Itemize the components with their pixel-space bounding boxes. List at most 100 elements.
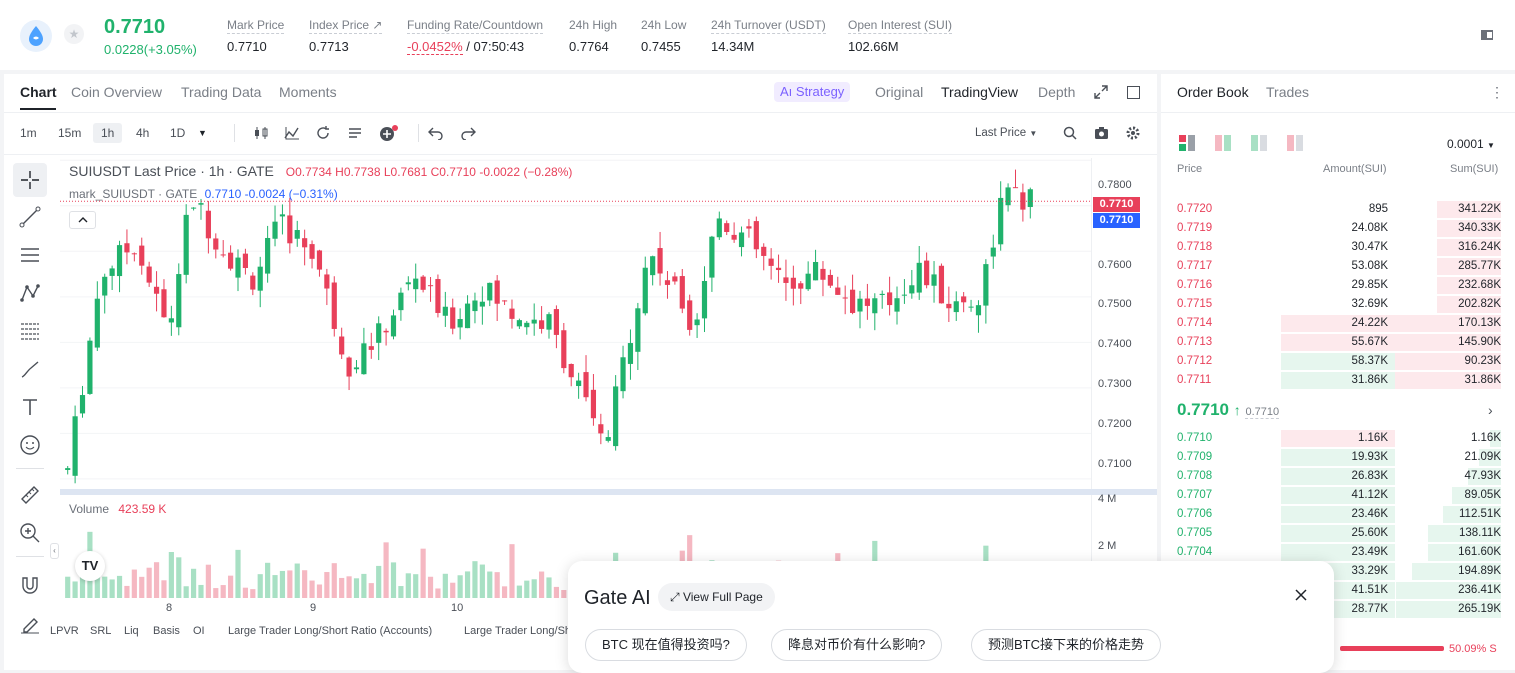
interval-15m[interactable]: 15m (58, 126, 82, 140)
camera-icon[interactable] (1094, 126, 1109, 143)
view-asks-icon[interactable] (1287, 135, 1304, 154)
candle-type-icon[interactable] (253, 125, 269, 144)
zoom-in-icon[interactable] (16, 519, 44, 547)
expand-icon[interactable] (1094, 85, 1108, 99)
fib-retracement-icon[interactable] (16, 317, 44, 345)
lock-drawings-icon[interactable] (16, 609, 44, 637)
magnet-icon[interactable] (16, 571, 44, 599)
stat-open-interest[interactable]: Open Interest (SUI) 102.66M (848, 18, 953, 54)
bid-row[interactable]: 0.7704 23.49K 161.60K (1177, 543, 1501, 562)
stat-value: 0.7713 (309, 39, 349, 54)
precision-select[interactable]: 0.0001 ▼ (1447, 137, 1495, 151)
mid-price[interactable]: 0.7710 ↑ 0.7710 (1177, 400, 1280, 420)
ask-row[interactable]: 0.7720 895 341.22K (1177, 200, 1501, 219)
indicators-icon[interactable] (284, 125, 300, 144)
layout-icon[interactable] (1480, 28, 1494, 42)
indicator-liq[interactable]: Liq (124, 625, 139, 637)
templates-icon[interactable] (347, 125, 363, 144)
crosshair-icon[interactable] (16, 166, 44, 194)
settings-gear-icon[interactable] (1126, 126, 1140, 143)
horizontal-lines-icon[interactable] (16, 241, 44, 269)
bid-row[interactable]: 0.7708 26.83K 47.93K (1177, 467, 1501, 486)
collapse-toolbar-icon[interactable]: ‹ (50, 543, 59, 559)
bid-row[interactable]: 0.7707 41.12K 89.05K (1177, 486, 1501, 505)
view-both-icon[interactable] (1179, 135, 1196, 154)
indicator-large-trader-accounts[interactable]: Large Trader Long/Short Ratio (Accounts) (228, 625, 433, 637)
collapse-legend-button[interactable] (69, 211, 96, 229)
replay-icon[interactable] (315, 125, 331, 144)
tab-trades[interactable]: Trades (1266, 84, 1310, 100)
indicator-lpvr[interactable]: LPVR (50, 625, 79, 637)
stat-mark-price[interactable]: Mark Price 0.7710 (227, 18, 285, 54)
pane-separator-handle[interactable] (60, 489, 1157, 495)
trend-line-icon[interactable] (16, 203, 44, 231)
chevron-right-icon[interactable]: › (1488, 402, 1493, 418)
sell-ratio-bar (1340, 646, 1444, 651)
tab-trading-data[interactable]: Trading Data (181, 84, 262, 100)
indicator-large-trader-positions[interactable]: Large Trader Long/Sh (464, 625, 572, 637)
ruler-icon[interactable] (16, 481, 44, 509)
tab-order-book[interactable]: Order Book (1177, 84, 1249, 100)
redo-icon[interactable] (460, 126, 476, 143)
text-tool-icon[interactable] (16, 393, 44, 421)
tab-chart[interactable]: Chart (20, 84, 57, 100)
tradingview-logo-icon[interactable]: TV (75, 551, 105, 581)
view-asks-bids-icon[interactable] (1215, 135, 1232, 154)
active-tab-indicator (20, 108, 56, 110)
close-icon[interactable] (1294, 588, 1308, 605)
ask-row[interactable]: 0.7717 53.08K 285.77K (1177, 257, 1501, 276)
ask-row[interactable]: 0.7715 32.69K 202.82K (1177, 295, 1501, 314)
stat-funding-rate[interactable]: Funding Rate/Countdown -0.0452% / 07:50:… (407, 18, 544, 55)
indicator-oi[interactable]: OI (193, 625, 205, 637)
symbol-title: SUIUSDT Last Price · 1h · GATE (69, 163, 274, 179)
indicator-basis[interactable]: Basis (153, 625, 180, 637)
ob-sum: 285.77K (1458, 260, 1501, 272)
view-full-page-button[interactable]: ⤢ View Full Page (658, 583, 775, 611)
view-bids-icon[interactable] (1251, 135, 1268, 154)
bid-row[interactable]: 0.7709 19.93K 21.09K (1177, 448, 1501, 467)
ask-row[interactable]: 0.7714 24.22K 170.13K (1177, 314, 1501, 333)
ask-row[interactable]: 0.7712 58.37K 90.23K (1177, 352, 1501, 371)
ai-suggestion-chip[interactable]: 降息对币价有什么影响? (771, 629, 943, 661)
volume-bar (383, 542, 389, 598)
window-icon[interactable] (1127, 86, 1140, 99)
tab-coin-overview[interactable]: Coin Overview (71, 84, 163, 100)
ask-row[interactable]: 0.7711 31.86K 31.86K (1177, 371, 1501, 390)
stat-index-price[interactable]: Index Price ↗ 0.7713 (309, 18, 383, 54)
candlestick-chart[interactable] (60, 158, 1092, 598)
undo-icon[interactable] (428, 126, 444, 143)
interval-1m[interactable]: 1m (20, 126, 37, 140)
ai-suggestion-chip[interactable]: BTC 现在值得投资吗? (585, 629, 747, 661)
interval-dropdown-icon[interactable]: ▼ (198, 128, 207, 138)
price-axis-label: 0.7200 (1098, 418, 1132, 430)
volume-bar (161, 580, 167, 598)
more-options-icon[interactable]: ⋮ (1490, 84, 1504, 100)
ai-suggestion-chip[interactable]: 预测BTC接下来的价格走势 (971, 629, 1162, 661)
date-axis-label: 9 (310, 602, 317, 614)
tab-depth[interactable]: Depth (1038, 84, 1076, 100)
bid-row[interactable]: 0.7710 1.16K 1.16K (1177, 429, 1501, 448)
favorite-star-icon[interactable]: ★ (64, 24, 84, 44)
ask-row[interactable]: 0.7719 24.08K 340.33K (1177, 219, 1501, 238)
add-indicator-icon[interactable] (379, 124, 399, 145)
pattern-icon[interactable] (16, 279, 44, 307)
price-type-select[interactable]: Last Price ▼ (975, 127, 1037, 139)
bid-row[interactable]: 0.7705 25.60K 138.11K (1177, 524, 1501, 543)
tab-moments[interactable]: Moments (279, 84, 337, 100)
emoji-icon[interactable] (16, 431, 44, 459)
ob-sum: 340.33K (1458, 222, 1501, 234)
interval-1h[interactable]: 1h (93, 123, 123, 143)
indicator-srl[interactable]: SRL (90, 625, 112, 637)
interval-4h[interactable]: 4h (136, 126, 150, 140)
bid-row[interactable]: 0.7706 23.46K 112.51K (1177, 505, 1501, 524)
search-icon[interactable] (1063, 126, 1077, 143)
brush-icon[interactable] (16, 355, 44, 383)
interval-1d[interactable]: 1D (170, 126, 186, 140)
ask-row[interactable]: 0.7716 29.85K 232.68K (1177, 276, 1501, 295)
ask-row[interactable]: 0.7713 55.67K 145.90K (1177, 333, 1501, 352)
strategy-button[interactable]: Aı Strategy (774, 82, 851, 102)
ask-row[interactable]: 0.7718 30.47K 316.24K (1177, 238, 1501, 257)
tab-tradingview[interactable]: TradingView (941, 84, 1019, 100)
tab-original[interactable]: Original (875, 84, 924, 100)
stat-24h-turnover[interactable]: 24h Turnover (USDT) 14.34M (711, 18, 826, 54)
